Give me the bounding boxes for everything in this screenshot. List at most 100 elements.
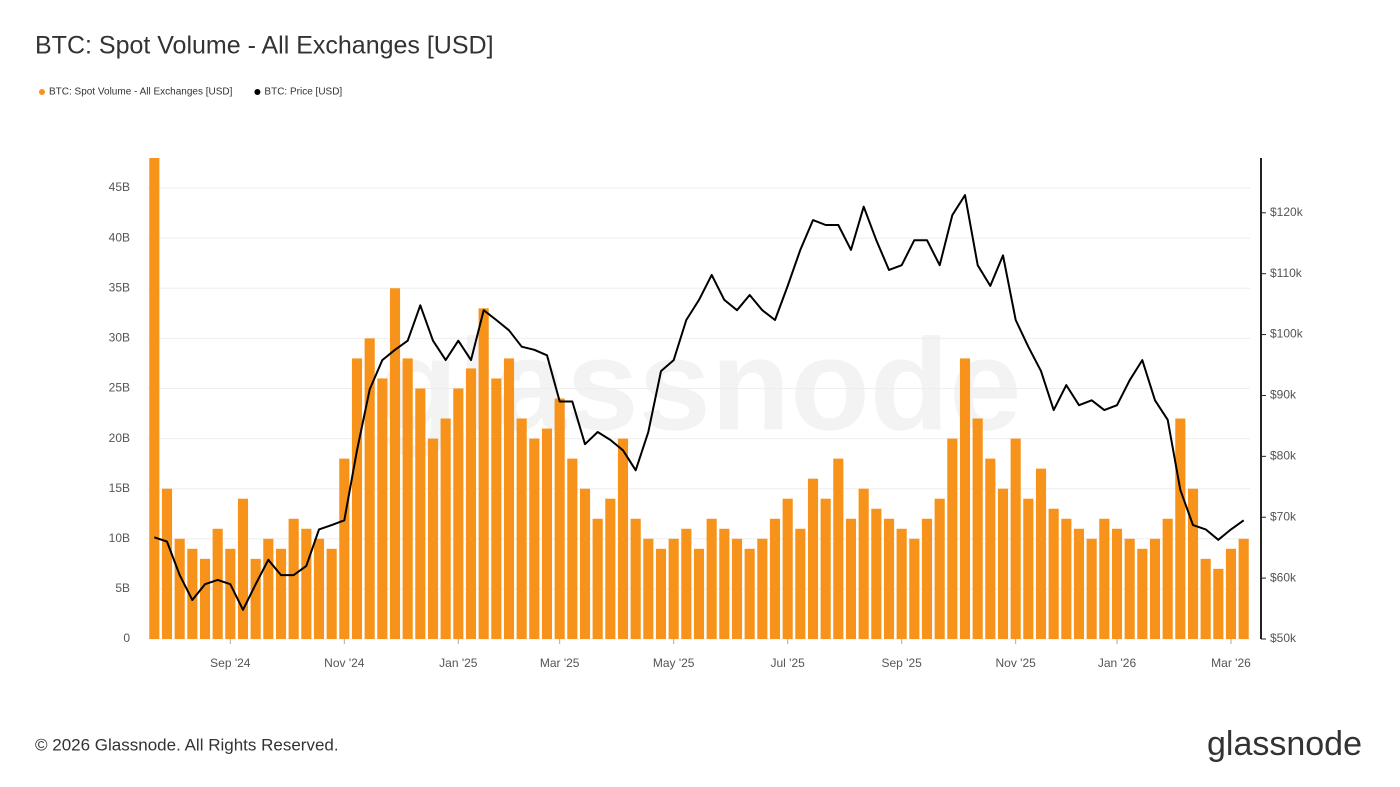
y2-tick-label: $70k bbox=[1270, 509, 1297, 523]
bar bbox=[1099, 518, 1110, 639]
x-tick-label: Sep '25 bbox=[882, 656, 923, 670]
bar bbox=[465, 368, 477, 639]
bar bbox=[174, 538, 185, 639]
bar bbox=[681, 528, 692, 639]
x-tick-label: Nov '25 bbox=[996, 656, 1037, 670]
bar bbox=[896, 528, 907, 639]
x-tick-label: Nov '24 bbox=[324, 656, 365, 670]
bar bbox=[301, 528, 312, 639]
bar bbox=[833, 458, 844, 639]
bar bbox=[1061, 518, 1072, 639]
y2-tick-label: $120k bbox=[1270, 205, 1304, 219]
price-line bbox=[153, 194, 1245, 611]
bar bbox=[377, 378, 388, 639]
bar bbox=[909, 538, 920, 639]
legend-marker bbox=[254, 89, 261, 95]
bar bbox=[516, 418, 527, 639]
y-tick-label: 20B bbox=[109, 431, 130, 445]
bar bbox=[567, 458, 578, 639]
bar bbox=[415, 388, 426, 639]
bar bbox=[972, 418, 983, 639]
y2-tick-label: $90k bbox=[1270, 388, 1297, 402]
bar bbox=[250, 558, 261, 639]
bar bbox=[1073, 528, 1085, 639]
bar bbox=[1023, 498, 1034, 639]
bar bbox=[187, 548, 198, 639]
legend-marker bbox=[39, 89, 45, 95]
bar bbox=[225, 548, 236, 639]
bar bbox=[503, 358, 515, 639]
bar bbox=[212, 528, 223, 639]
bar bbox=[668, 538, 679, 639]
bar bbox=[1200, 558, 1211, 639]
bar bbox=[807, 478, 819, 639]
bar bbox=[402, 358, 413, 639]
bar bbox=[1086, 538, 1097, 639]
bar bbox=[364, 338, 375, 639]
bar bbox=[161, 488, 173, 639]
bar bbox=[529, 438, 540, 639]
bar bbox=[339, 458, 350, 639]
footer: © 2026 Glassnode. All Rights Reserved. bbox=[35, 735, 339, 754]
bar bbox=[921, 518, 933, 639]
bar bbox=[1035, 468, 1047, 639]
bar bbox=[820, 498, 831, 639]
bar bbox=[769, 518, 781, 639]
x-tick-label: Jul '25 bbox=[771, 656, 806, 670]
bar bbox=[845, 518, 857, 639]
bar bbox=[275, 548, 287, 639]
bar bbox=[1137, 548, 1148, 639]
y-tick-label: 5B bbox=[115, 581, 130, 595]
y-tick-label: 15B bbox=[109, 481, 130, 495]
bar bbox=[579, 488, 591, 639]
bar bbox=[453, 388, 464, 639]
bar bbox=[1225, 548, 1237, 639]
y2-tick-label: $60k bbox=[1270, 570, 1297, 584]
bar bbox=[985, 458, 996, 639]
chart-title: BTC: Spot Volume - All Exchanges [USD] bbox=[35, 32, 494, 60]
bar bbox=[782, 498, 793, 639]
bar bbox=[427, 438, 439, 639]
bar bbox=[934, 498, 945, 639]
bar bbox=[757, 538, 768, 639]
bar bbox=[237, 498, 249, 639]
bar bbox=[199, 558, 211, 639]
bar bbox=[1111, 528, 1123, 639]
bar bbox=[440, 418, 451, 639]
legend: BTC: Spot Volume - All Exchanges [USD] BT… bbox=[39, 87, 342, 98]
bar bbox=[554, 398, 565, 639]
y2-tick-label: $110k bbox=[1270, 266, 1303, 280]
bar bbox=[693, 548, 705, 639]
bar bbox=[1048, 508, 1059, 639]
x-tick-label: Mar '26 bbox=[1211, 656, 1251, 670]
bar bbox=[1238, 538, 1249, 639]
bar bbox=[288, 518, 299, 639]
bar bbox=[795, 528, 806, 639]
bar bbox=[313, 538, 325, 639]
bar bbox=[655, 548, 667, 639]
plot-area: 0 5B 10B 15B 20B 25B 30B 35B 40B 45B $50k $60k $70k $… bbox=[109, 158, 1304, 670]
bar bbox=[1010, 438, 1021, 639]
bar bbox=[326, 548, 337, 639]
bar bbox=[1175, 418, 1186, 639]
legend-label: BTC: Spot Volume - All Exchanges [USD] bbox=[49, 87, 233, 98]
bar bbox=[947, 438, 958, 639]
bar bbox=[858, 488, 869, 639]
bar bbox=[1124, 538, 1135, 639]
bar bbox=[541, 428, 553, 639]
y-tick-label: 10B bbox=[109, 531, 130, 545]
x-tick-label: Jan '25 bbox=[439, 656, 478, 670]
x-tick-label: Sep '24 bbox=[210, 656, 251, 670]
x-tick-label: May '25 bbox=[653, 656, 695, 670]
y2-tick-label: $50k bbox=[1270, 631, 1297, 645]
bar bbox=[744, 548, 755, 639]
bar bbox=[883, 518, 895, 639]
bar bbox=[389, 288, 401, 639]
bar bbox=[478, 308, 489, 639]
bar bbox=[1213, 568, 1224, 639]
y2-tick-label: $100k bbox=[1270, 327, 1304, 341]
bar bbox=[149, 158, 160, 639]
y-tick-label: 45B bbox=[109, 180, 130, 194]
bar bbox=[491, 378, 502, 639]
